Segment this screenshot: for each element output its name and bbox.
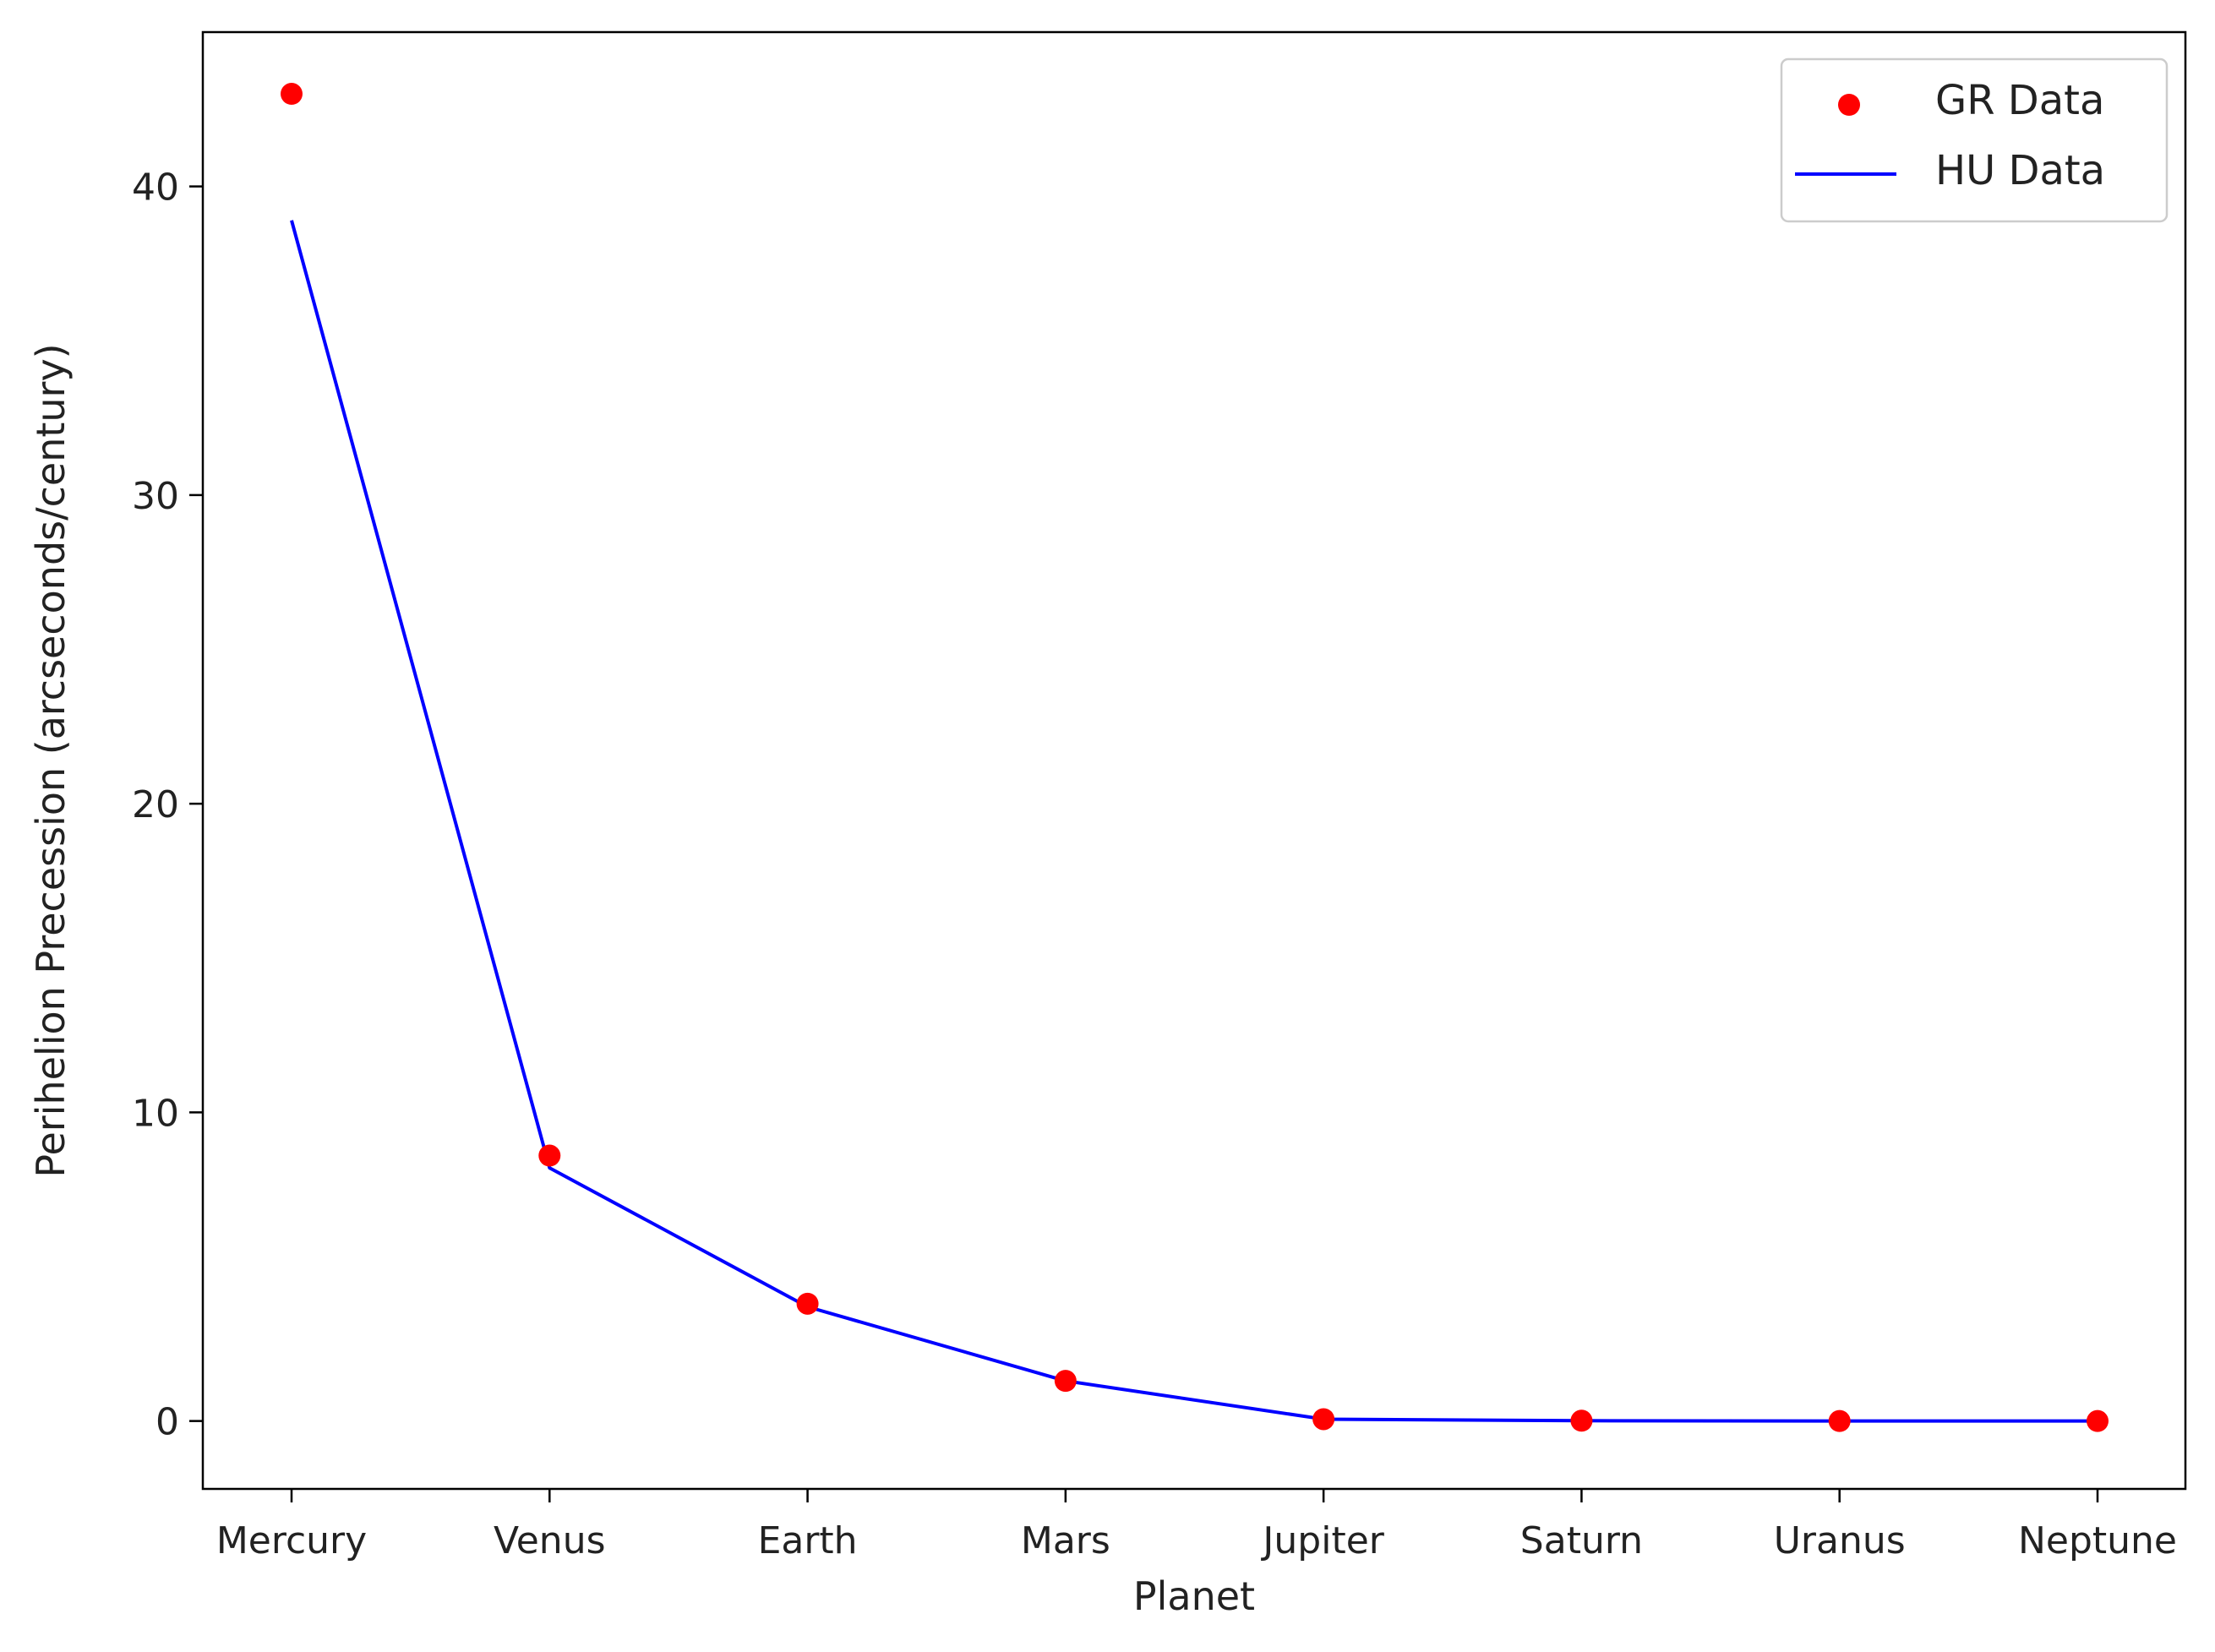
legend-hu-label: HU Data: [1935, 147, 2105, 194]
legend-box: [1780, 57, 2169, 223]
x-tick-label: Neptune: [2018, 1519, 2177, 1562]
legend: GR Data HU Data: [1780, 57, 2169, 223]
gr-data-point: [796, 1292, 819, 1315]
x-axis-title: Planet: [1133, 1573, 1255, 1619]
y-tick-label: 10: [132, 1092, 179, 1135]
gr-data-point: [1828, 1409, 1851, 1432]
x-tick-label: Saturn: [1520, 1519, 1643, 1562]
gr-data-point: [1570, 1409, 1593, 1432]
y-axis-title: Perihelion Precession (arcseconds/centur…: [28, 343, 74, 1177]
plot-area: [201, 30, 2187, 1491]
x-tick-label: Mars: [1021, 1519, 1110, 1562]
gr-data-point: [281, 83, 303, 106]
y-axis: 0 10 20 30 40: [132, 166, 203, 1444]
hu-data-line: [290, 220, 2098, 1423]
legend-gr-marker: [1838, 94, 1860, 116]
gr-data-point: [2087, 1409, 2109, 1432]
y-tick-label: 0: [155, 1401, 179, 1444]
gr-data-points: [281, 83, 2109, 1432]
x-axis: Mercury Venus Earth Mars Jupiter Saturn Uranus…: [216, 1489, 2177, 1562]
gr-data-point: [1312, 1408, 1335, 1431]
y-tick-label: 40: [132, 166, 179, 210]
x-tick-label: Jupiter: [1260, 1519, 1384, 1562]
legend-gr-label: GR Data: [1935, 77, 2104, 124]
x-tick-label: Venus: [494, 1519, 605, 1562]
gr-data-point: [1054, 1370, 1077, 1393]
x-tick-label: Earth: [758, 1519, 858, 1562]
gr-data-point: [538, 1144, 561, 1167]
y-tick-label: 30: [132, 475, 179, 518]
x-tick-label: Mercury: [216, 1519, 367, 1562]
x-tick-label: Uranus: [1774, 1519, 1906, 1562]
y-tick-label: 20: [132, 783, 179, 826]
